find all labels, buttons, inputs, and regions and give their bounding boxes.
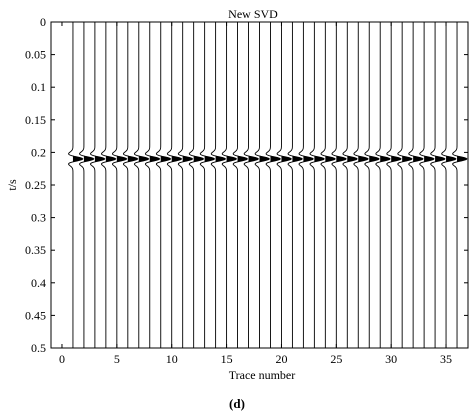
seismic-trace: [331, 22, 347, 348]
trace-line: [397, 22, 413, 348]
trace-line: [353, 22, 369, 348]
trace-line: [144, 22, 161, 348]
figure-caption: (d): [229, 396, 245, 411]
seismic-trace: [375, 22, 391, 348]
y-axis-label: t/s: [5, 179, 19, 191]
trace-line: [452, 22, 468, 348]
x-tick-label: 10: [166, 352, 178, 366]
trace-line: [155, 22, 172, 348]
seismic-trace: [199, 22, 216, 348]
x-tick-label: 15: [221, 352, 233, 366]
trace-line: [68, 22, 84, 348]
x-tick-label: 35: [440, 352, 452, 366]
y-tick-label: 0.05: [25, 48, 46, 62]
seismic-trace: [298, 22, 314, 348]
seismic-trace: [166, 22, 183, 348]
seismic-trace: [90, 22, 106, 348]
trace-line: [265, 22, 282, 348]
trace-line: [342, 22, 358, 348]
y-tick-label: 0.1: [31, 80, 46, 94]
seismic-trace: [254, 22, 271, 348]
trace-line: [364, 22, 380, 348]
y-tick-label: 0: [40, 15, 46, 29]
trace-line: [287, 22, 303, 348]
trace-line: [199, 22, 216, 348]
trace-line: [100, 22, 117, 348]
seismic-trace: [320, 22, 336, 348]
y-tick-label: 0.3: [31, 211, 46, 225]
trace-line: [122, 22, 139, 348]
seismic-trace: [188, 22, 205, 348]
seismic-trace: [79, 22, 95, 348]
trace-group: [68, 22, 468, 348]
seismic-trace: [133, 22, 150, 348]
trace-line: [210, 22, 227, 348]
trace-line: [90, 22, 106, 348]
seismic-trace: [452, 22, 468, 348]
y-tick-label: 0.35: [25, 243, 46, 257]
seismic-trace: [353, 22, 369, 348]
trace-line: [232, 22, 249, 348]
trace-line: [166, 22, 183, 348]
seismic-trace: [408, 22, 424, 348]
trace-line: [386, 22, 402, 348]
seismic-trace: [155, 22, 172, 348]
y-tick-label: 0.5: [31, 341, 46, 355]
seismic-trace: [111, 22, 128, 348]
trace-line: [298, 22, 314, 348]
x-axis-ticks: 0 5 10 15 20 25 30 35: [59, 22, 452, 366]
x-tick-label: 25: [330, 352, 342, 366]
x-tick-label: 30: [385, 352, 397, 366]
y-tick-label: 0.2: [31, 145, 46, 159]
y-tick-label: 0.15: [25, 113, 46, 127]
trace-line: [331, 22, 347, 348]
seismic-trace: [342, 22, 358, 348]
trace-line: [133, 22, 150, 348]
seismic-trace: [144, 22, 161, 348]
trace-line: [430, 22, 446, 348]
trace-line: [408, 22, 424, 348]
trace-line: [419, 22, 435, 348]
y-axis-ticks: 0 0.05 0.1 0.15 0.2 0.25 0.3 0.35 0.4 0.45 0.5: [25, 15, 468, 355]
seismic-trace: [100, 22, 117, 348]
seismic-trace: [210, 22, 227, 348]
seismic-trace: [122, 22, 139, 348]
trace-line: [79, 22, 95, 348]
trace-line: [243, 22, 260, 348]
seismic-trace: [441, 22, 457, 348]
trace-line: [111, 22, 128, 348]
chart-title: New SVD: [228, 7, 278, 21]
seismic-trace: [364, 22, 380, 348]
y-tick-label: 0.4: [31, 276, 46, 290]
trace-line: [254, 22, 271, 348]
trace-line: [276, 22, 292, 348]
trace-line: [221, 22, 238, 348]
seismic-trace: [287, 22, 303, 348]
seismic-trace: [243, 22, 260, 348]
seismic-trace: [309, 22, 325, 348]
trace-line: [320, 22, 336, 348]
x-tick-label: 0: [59, 352, 65, 366]
seismic-trace: [386, 22, 402, 348]
x-tick-label: 20: [275, 352, 287, 366]
trace-line: [441, 22, 457, 348]
seismic-trace: [177, 22, 194, 348]
seismic-trace: [276, 22, 292, 348]
trace-line: [309, 22, 325, 348]
y-tick-label: 0.45: [25, 308, 46, 322]
seismic-trace: [430, 22, 446, 348]
x-axis-label: Trace number: [229, 368, 296, 382]
seismic-trace: [221, 22, 238, 348]
seismic-trace: [232, 22, 249, 348]
seismic-trace: [419, 22, 435, 348]
y-tick-label: 0.25: [25, 178, 46, 192]
seismic-trace: [265, 22, 282, 348]
x-tick-label: 5: [114, 352, 120, 366]
trace-line: [375, 22, 391, 348]
trace-line: [177, 22, 194, 348]
trace-line: [188, 22, 205, 348]
seismic-trace: [397, 22, 413, 348]
seismic-trace: [68, 22, 84, 348]
